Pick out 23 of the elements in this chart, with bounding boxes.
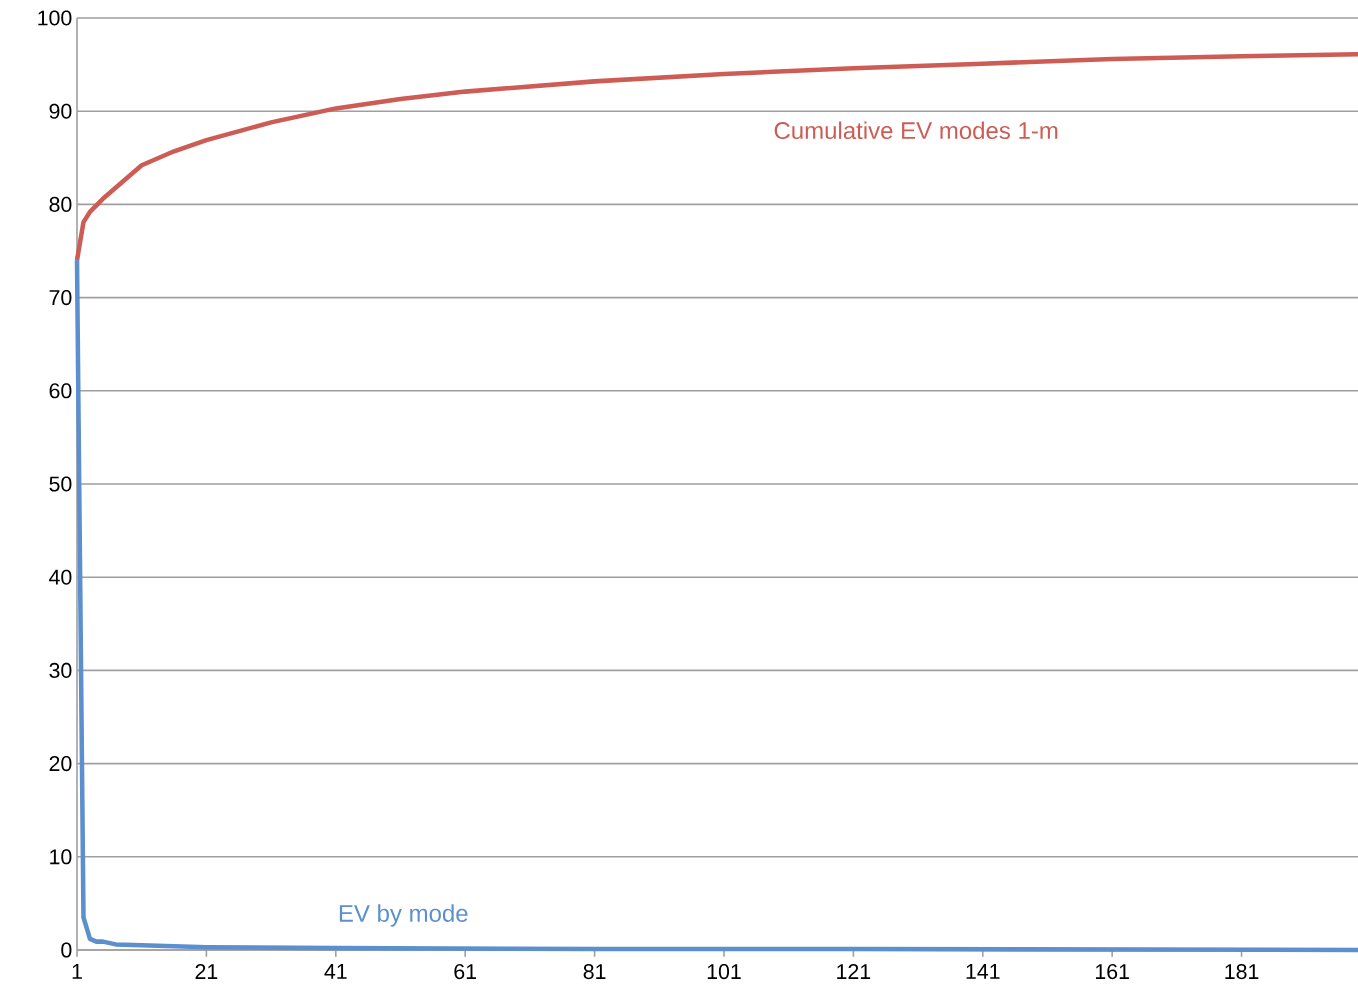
- x-tick-label: 1: [72, 964, 82, 979]
- x-tick-label: 61: [454, 964, 476, 980]
- text: Cumulative EV modes 1-m: [774, 121, 1058, 140]
- y-tick-label: 100: [38, 10, 72, 26]
- y-tick-label: 30: [49, 662, 72, 678]
- x-tick-label: 161: [1096, 964, 1129, 980]
- y-tick-label: 90: [49, 103, 72, 119]
- y-tick-label: 40: [49, 569, 72, 585]
- y-tick-label: 70: [49, 290, 72, 306]
- y-tick-label: 80: [49, 196, 72, 212]
- y-tick-label: 50: [49, 476, 72, 492]
- y-tick-label: 20: [49, 756, 72, 772]
- x-tick-label: 121: [837, 964, 871, 979]
- y-tick-label: 0: [61, 942, 72, 958]
- x-tick-label: 21: [195, 964, 218, 979]
- x-tick-label: 141: [966, 964, 1000, 979]
- x-tick-label: 181: [1225, 964, 1259, 980]
- y-tick-label: 10: [50, 849, 72, 865]
- x-tick-label: 81: [583, 964, 606, 980]
- x-tick-label: 41: [324, 964, 347, 979]
- series-label: EV by mode: [339, 904, 468, 927]
- y-tick-label: 60: [49, 383, 72, 399]
- x-tick-label: 101: [707, 964, 741, 980]
